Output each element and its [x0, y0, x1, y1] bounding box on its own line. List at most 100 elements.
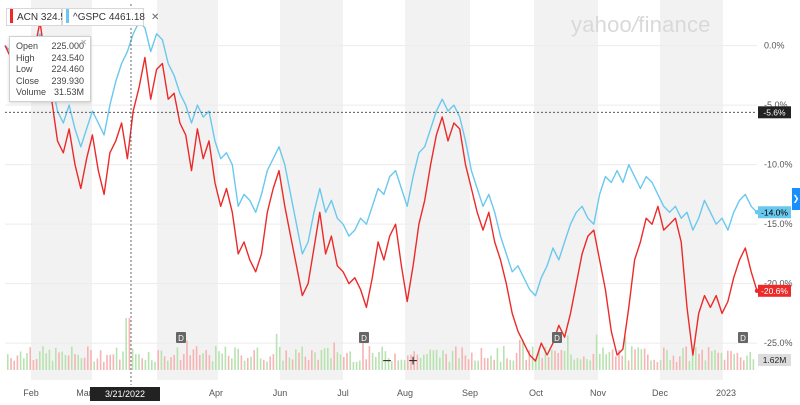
volume-bar [327, 347, 329, 370]
dividend-marker-label: D [554, 334, 560, 343]
volume-bar [592, 353, 595, 370]
volume-bar [746, 355, 748, 370]
month-band [157, 0, 218, 380]
volume-bar [480, 347, 483, 370]
volume-bar [32, 360, 35, 370]
value-flags: -5.6% -14.0% -20.6% 1.62M [758, 106, 791, 366]
volume-bar [525, 359, 527, 370]
volume-bar [224, 346, 227, 370]
volume-bar [179, 360, 182, 370]
volume-bar [413, 351, 415, 370]
volume-bar [541, 358, 543, 370]
dividend-marker: D [359, 332, 369, 343]
volume-bar [221, 353, 223, 370]
volume-bar [704, 360, 707, 370]
volume-bar [231, 358, 233, 370]
month-band [660, 0, 723, 380]
dividend-marker-label: D [361, 334, 367, 343]
volume-bar [359, 360, 361, 370]
zoom-out-button[interactable]: − [382, 353, 392, 370]
volume-bar [13, 360, 15, 370]
volume-bar [435, 349, 438, 370]
volume-bar [128, 318, 131, 370]
volume-bar [512, 360, 515, 370]
series-line-gspc [4, 21, 758, 297]
volume-bar [266, 361, 268, 370]
x-tick-label: Aug [397, 388, 413, 398]
volume-bar [650, 360, 652, 370]
crosshair-value-flag-text: -5.6% [763, 107, 786, 117]
volume-bar [551, 349, 553, 370]
volume-bar [192, 349, 195, 370]
volume-bar [391, 361, 393, 370]
volume-bar [183, 354, 185, 370]
volume-bar [243, 360, 246, 370]
dividend-marker: D [738, 332, 748, 343]
volume-bar [599, 353, 601, 370]
volume-bar [605, 354, 607, 370]
volume-bar [416, 354, 419, 370]
series-lines[interactable] [4, 21, 760, 362]
legend-tag-acn[interactable]: ACN 324.50 [6, 8, 72, 26]
volume-bar [234, 347, 236, 370]
tooltip-row-volume: Volume 31.53M [16, 87, 84, 97]
volume-bar [333, 342, 335, 370]
volume-bar [279, 346, 281, 370]
volume-bar [39, 351, 41, 370]
close-icon[interactable]: ✕ [80, 38, 87, 47]
volume-bar [269, 356, 271, 370]
zoom-in-button[interactable]: + [408, 353, 418, 370]
volume-bar [61, 351, 63, 370]
volume-bar [45, 353, 47, 370]
volume-bar [141, 358, 143, 370]
close-icon[interactable]: ✕ [150, 12, 160, 23]
volume-bar [426, 354, 428, 370]
volume-bar [394, 353, 396, 370]
volume-bar [26, 353, 28, 370]
volume-bar [535, 359, 537, 370]
volume-bar [503, 346, 505, 370]
volume-bars [7, 318, 755, 370]
volume-bar [339, 354, 342, 370]
legend-tag-gspc[interactable]: ^GSPC 4461.18 ✕ [62, 8, 159, 26]
volume-bar [227, 355, 230, 370]
side-panel-toggle[interactable]: ❯ [792, 188, 800, 210]
volume-bar [733, 353, 735, 370]
volume-bar [448, 361, 451, 370]
volume-bar [125, 318, 127, 370]
volume-bar [483, 358, 486, 370]
x-axis-labels: FebMarAprJunJulAugSepOctNovDec2023Apr [23, 388, 736, 398]
volume-bar [442, 350, 444, 370]
x-tick-label: Nov [590, 388, 607, 398]
volume-bar [247, 357, 249, 370]
volume-bar [519, 340, 521, 370]
volume-bar [701, 349, 703, 370]
volume-bar [618, 349, 620, 370]
volume-bar [573, 359, 575, 370]
volume-bar [163, 356, 166, 370]
volume-bar [666, 349, 668, 370]
volume-bar [397, 360, 399, 370]
volume-bar [432, 350, 435, 370]
volume-bar [122, 351, 124, 370]
volume-bar [631, 346, 633, 370]
volume-bar [691, 352, 694, 370]
x-tick-label: Jun [273, 388, 288, 398]
volume-bar [237, 348, 239, 370]
volume-bar [685, 346, 687, 370]
volume-bar [71, 346, 73, 370]
y-axis-labels: 0.0% -5.0% -10.0% -15.0% -20.0% -25.0% [764, 41, 793, 348]
volume-bar [195, 346, 198, 370]
volume-bar [451, 350, 454, 370]
gspc-symbol: ^GSPC [73, 12, 107, 23]
volume-bar [474, 360, 476, 370]
volume-bar [282, 360, 284, 370]
volume-bar [637, 347, 639, 370]
volume-bar [695, 347, 697, 370]
volume-bar [669, 360, 671, 370]
volume-bar [314, 352, 316, 370]
volume-bar [330, 358, 332, 370]
volume-bar [528, 349, 531, 370]
